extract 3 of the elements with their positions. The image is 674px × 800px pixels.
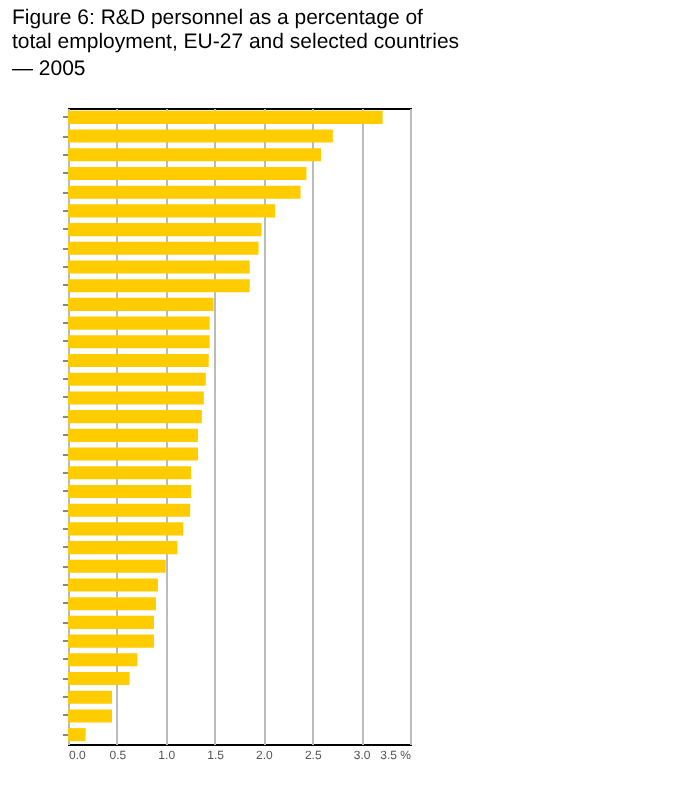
text: total employment, EU-27 and selected countries	[12, 30, 460, 54]
text: Figure 6: R&D personnel as a percentage of	[12, 6, 423, 30]
chart-subtitle: — 2005	[12, 57, 86, 81]
